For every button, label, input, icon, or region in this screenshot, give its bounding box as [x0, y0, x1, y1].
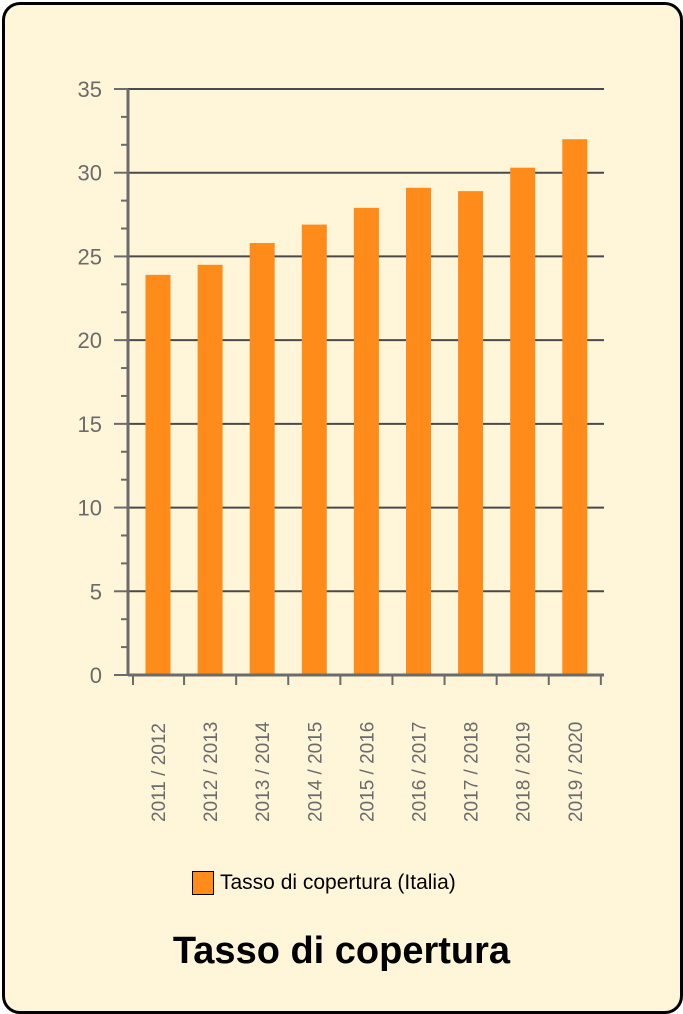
- x-tick-label: 2015 / 2016: [357, 722, 378, 822]
- bar: [406, 187, 431, 676]
- legend-label: Tasso di copertura (Italia): [220, 871, 456, 894]
- chart-title: Tasso di copertura: [172, 930, 511, 972]
- y-tick-label: 25: [78, 244, 102, 269]
- y-tick-label: 30: [78, 161, 102, 186]
- bar: [510, 167, 536, 676]
- x-tick-label: 2016 / 2017: [410, 722, 431, 822]
- axes: [114, 88, 604, 685]
- bar: [145, 274, 171, 675]
- x-tick-label: 2017 / 2018: [462, 722, 483, 822]
- bar: [562, 139, 588, 675]
- bar: [301, 224, 327, 676]
- bar: [353, 207, 379, 676]
- y-tick-label: 15: [78, 412, 102, 437]
- legend: Tasso di copertura (Italia): [192, 871, 456, 895]
- y-tick-label: 0: [90, 663, 102, 688]
- x-tick-label: 2012 / 2013: [201, 722, 222, 822]
- bar: [197, 264, 223, 675]
- x-tick-label: 2019 / 2020: [566, 722, 587, 822]
- y-tick-label: 5: [90, 579, 102, 604]
- x-tick-label: 2011 / 2012: [149, 723, 170, 822]
- x-tick-label: 2014 / 2015: [305, 722, 326, 822]
- y-tick-label: 10: [78, 496, 102, 521]
- bar-chart: 0 5 10 15 20 25 30 35 2011 / 2012 2012 / 2013 2013…: [78, 77, 604, 822]
- axis-labels: 0 5 10 15 20 25 30 35 2011 / 2012 2012 / 2013 2013…: [78, 77, 587, 822]
- x-tick-label: 2013 / 2014: [253, 721, 274, 822]
- x-tick-label: 2018 / 2019: [514, 722, 535, 822]
- bars: [145, 139, 588, 676]
- bar: [458, 191, 484, 676]
- bar: [249, 243, 275, 675]
- legend-swatch: [192, 871, 214, 895]
- y-tick-label: 35: [78, 77, 102, 102]
- y-tick-label: 20: [78, 328, 102, 353]
